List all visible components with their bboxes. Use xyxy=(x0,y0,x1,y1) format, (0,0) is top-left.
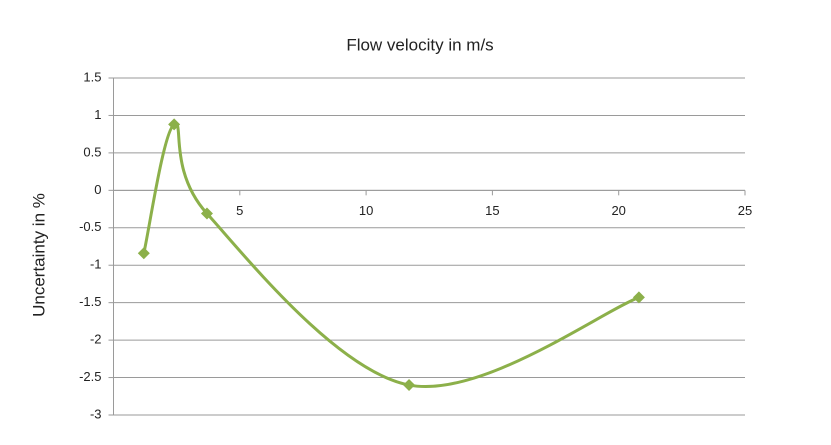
data-point xyxy=(403,379,416,392)
x-tick-label: 20 xyxy=(611,203,625,218)
y-tick-label: 0.5 xyxy=(83,144,101,159)
x-tick-label: 15 xyxy=(485,203,499,218)
data-point xyxy=(137,247,150,260)
y-tick-label: -2.5 xyxy=(79,369,101,384)
x-tick-label: 25 xyxy=(738,203,752,218)
y-tick-label: -1 xyxy=(90,257,102,272)
data-point xyxy=(632,291,645,304)
y-axis-label: Uncertainty in % xyxy=(29,193,48,317)
y-tick-label: -1.5 xyxy=(79,294,101,309)
data-point xyxy=(168,118,181,131)
x-tick-label: 10 xyxy=(359,203,373,218)
series-line xyxy=(142,122,640,388)
data-point xyxy=(200,207,213,220)
x-tick-label: 5 xyxy=(236,203,243,218)
y-tick-label: -2 xyxy=(90,332,102,347)
y-tick-label: 1.5 xyxy=(83,69,101,84)
y-tick-label: -3 xyxy=(90,406,102,421)
y-tick-label: 1 xyxy=(94,107,101,122)
y-tick-label: -0.5 xyxy=(79,219,101,234)
y-tick-label: 0 xyxy=(94,182,101,197)
chart-title: Flow velocity in m/s xyxy=(346,35,493,54)
